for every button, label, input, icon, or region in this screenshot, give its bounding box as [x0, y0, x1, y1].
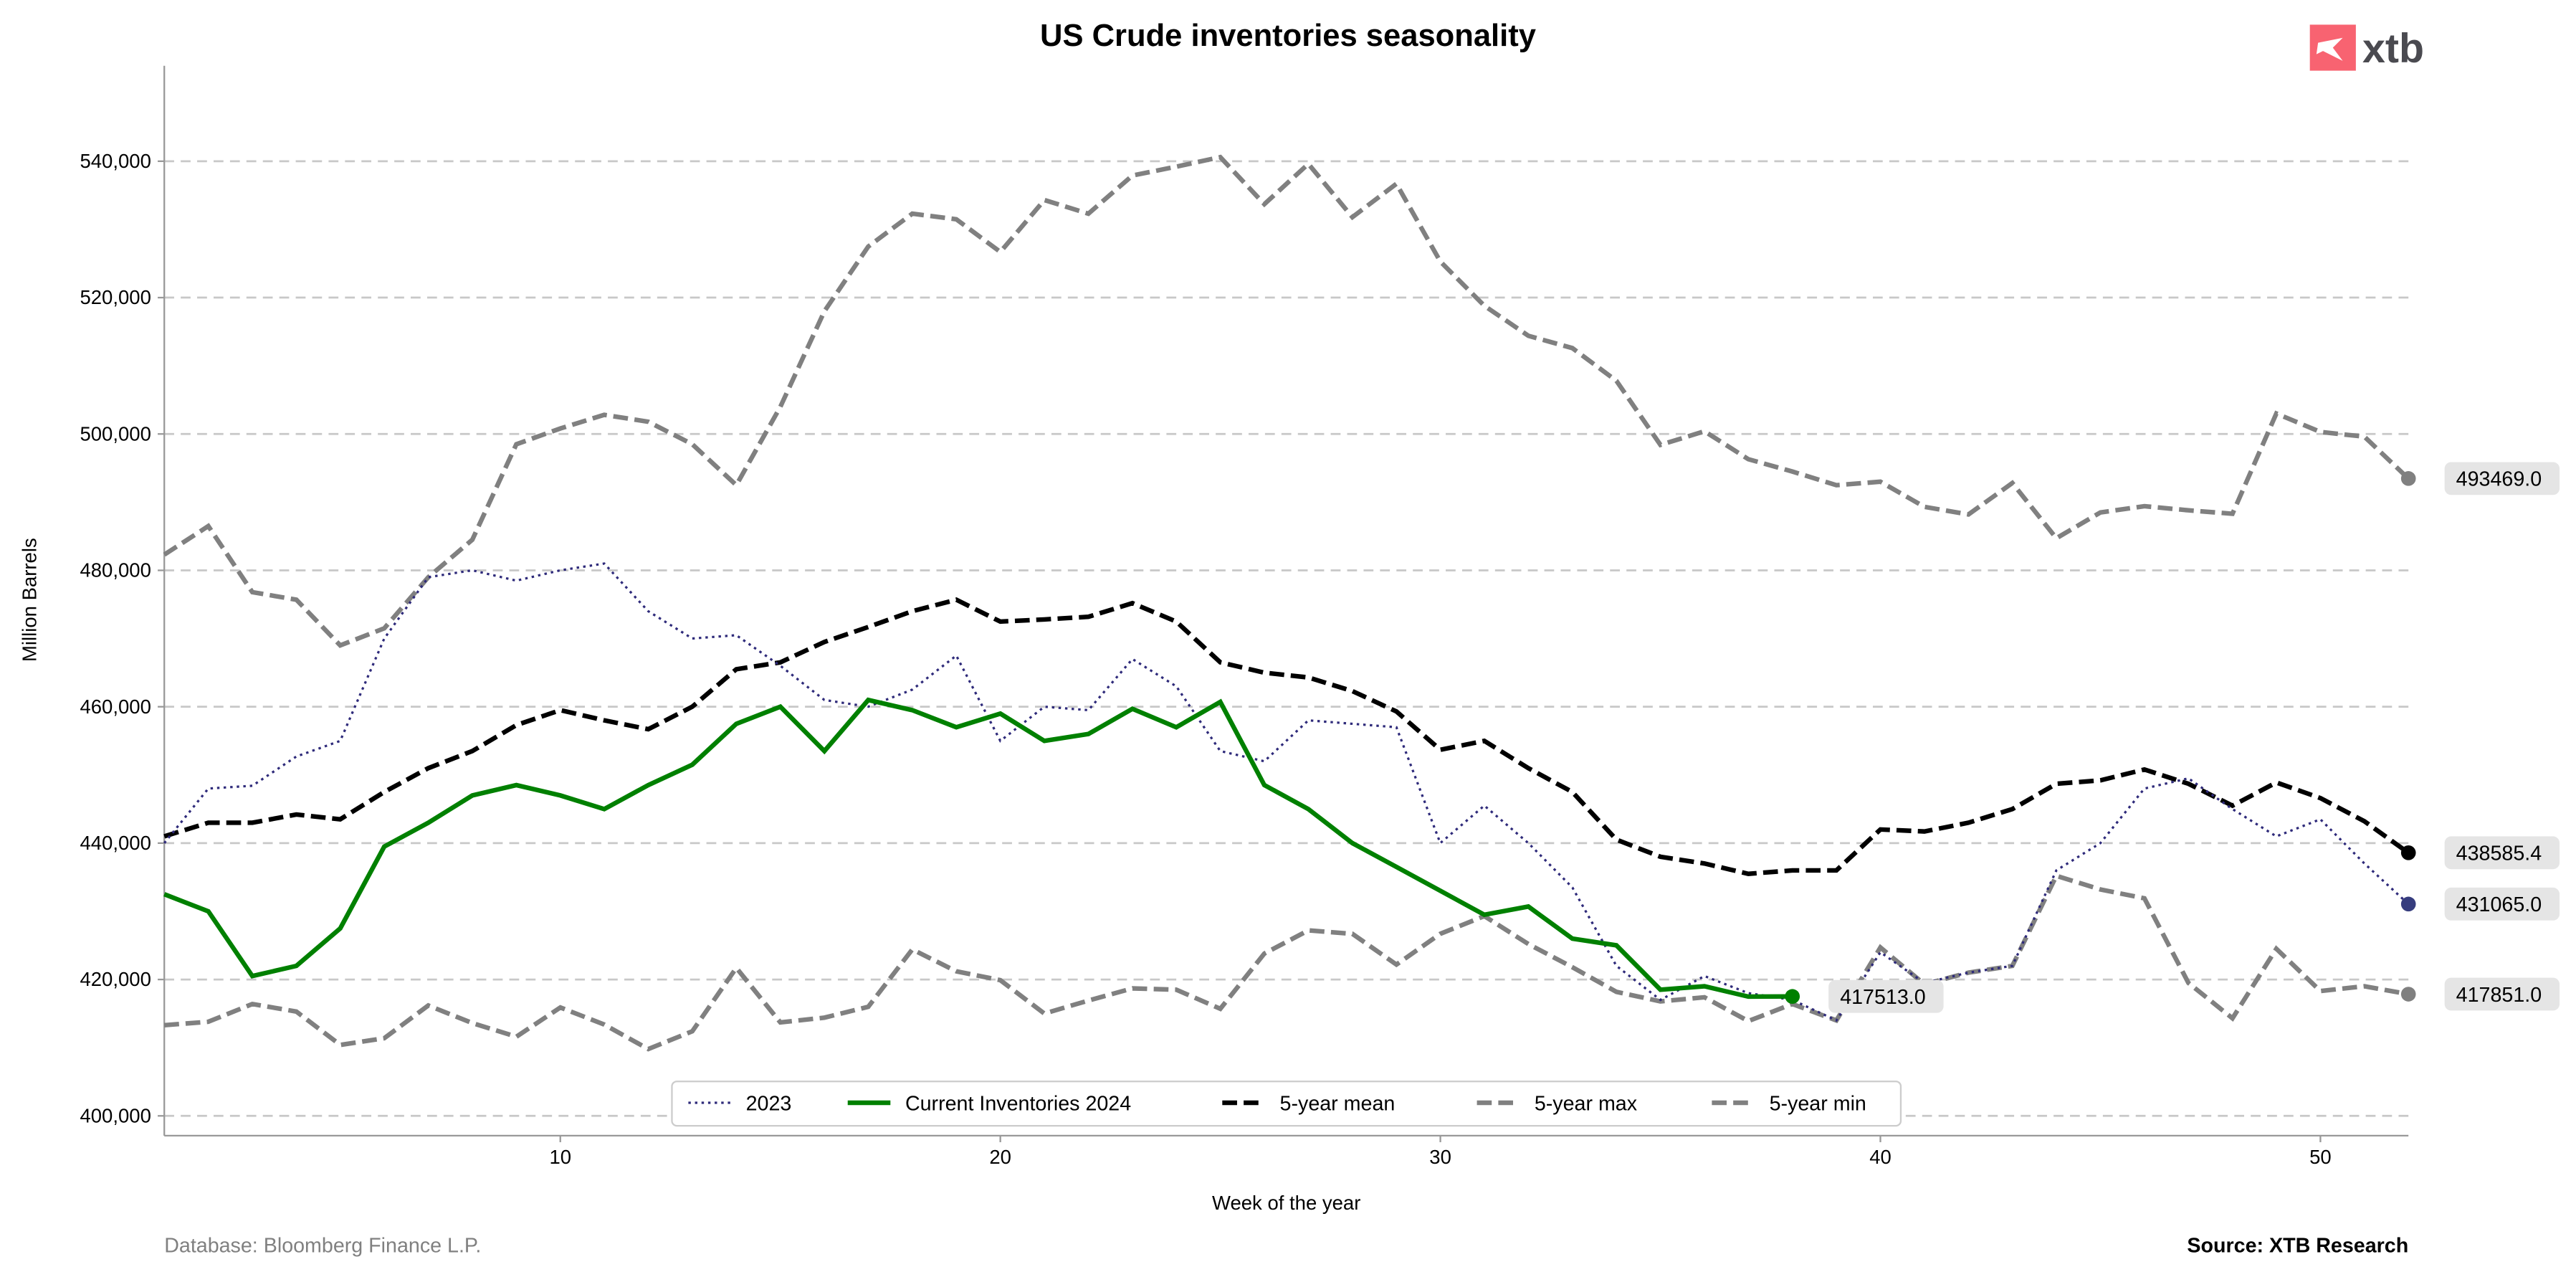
y-tick-label: 500,000: [80, 422, 151, 445]
y-tick-label: 540,000: [80, 150, 151, 172]
y-tick-label: 440,000: [80, 832, 151, 854]
series-line-current-inventories-2024: [163, 697, 1793, 1000]
series-line-5-year-min: [163, 873, 2409, 1052]
y-ticks: 400,000 420,000 440,000 460,000 480,000 500,0…: [80, 150, 165, 1126]
end-point-2023: [2400, 896, 2416, 912]
y-tick-label: 480,000: [80, 559, 151, 581]
x-tick-label: 10: [549, 1146, 571, 1168]
end-label-5-year-max: 493469.0: [2456, 468, 2542, 491]
y-tick-label: 520,000: [80, 286, 151, 308]
x-ticks: 10 20 30 40 50: [549, 1135, 2332, 1168]
series-line-5-year-mean: [163, 597, 2410, 876]
end-point-5-year-mean: [2400, 845, 2416, 860]
legend-label-5-year-min: 5-year min: [1770, 1092, 1866, 1115]
end-label-box: [2444, 977, 2560, 1011]
series-line-2023: [163, 562, 2410, 1022]
legend-label-5-year-mean: 5-year mean: [1280, 1092, 1396, 1115]
end-label-current-inventories-2024: 417513.0: [1840, 986, 1925, 1009]
xtb-logo: xtb: [2309, 24, 2424, 72]
y-tick-label: 400,000: [80, 1104, 151, 1126]
end-label-box: [2444, 887, 2560, 921]
end-label-box: [2444, 462, 2560, 495]
y-tick-label: 460,000: [80, 696, 151, 718]
end-label-5-year-min: 417851.0: [2456, 984, 2542, 1007]
end-point-5-year-min: [2400, 987, 2416, 1002]
y-axis-label: Million Barrels: [18, 538, 40, 662]
x-tick-label: 20: [989, 1146, 1011, 1168]
legend: 2023 Current Inventories 2024 5-year mean 5…: [671, 1081, 1902, 1127]
legend-label-current-inventories-2024: Current Inventories 2024: [905, 1092, 1131, 1115]
logo-text: xtb: [2362, 26, 2424, 72]
legend-label-2023: 2023: [746, 1092, 792, 1115]
x-axis-label: Week of the year: [1212, 1192, 1360, 1214]
gridlines: [164, 160, 2409, 1117]
logo-x-icon: [2316, 37, 2343, 61]
end-point-5-year-max: [2400, 471, 2416, 486]
end-labels: 417851.0 493469.0 438585.4 431065.0 417513.0: [1785, 462, 2560, 1013]
chart-title: US Crude inventories seasonality: [1040, 19, 1536, 53]
end-label-box: [2444, 836, 2560, 870]
end-point-current-inventories-2024: [1785, 989, 1800, 1005]
y-tick-label: 420,000: [80, 968, 151, 990]
footer-database: Database: Bloomberg Finance L.P.: [164, 1235, 481, 1258]
x-tick-label: 30: [1429, 1146, 1451, 1168]
legend-label-5-year-max: 5-year max: [1535, 1092, 1638, 1115]
series-lines: [163, 154, 2410, 1052]
footer-source: Source: XTB Research: [2187, 1235, 2408, 1258]
x-tick-label: 40: [1869, 1146, 1892, 1168]
x-tick-label: 50: [2309, 1146, 2332, 1168]
end-label-5-year-mean: 438585.4: [2456, 842, 2542, 865]
series-line-5-year-max: [163, 154, 2410, 648]
end-label-2023: 431065.0: [2456, 893, 2542, 916]
end-label-box: [1828, 979, 1944, 1013]
